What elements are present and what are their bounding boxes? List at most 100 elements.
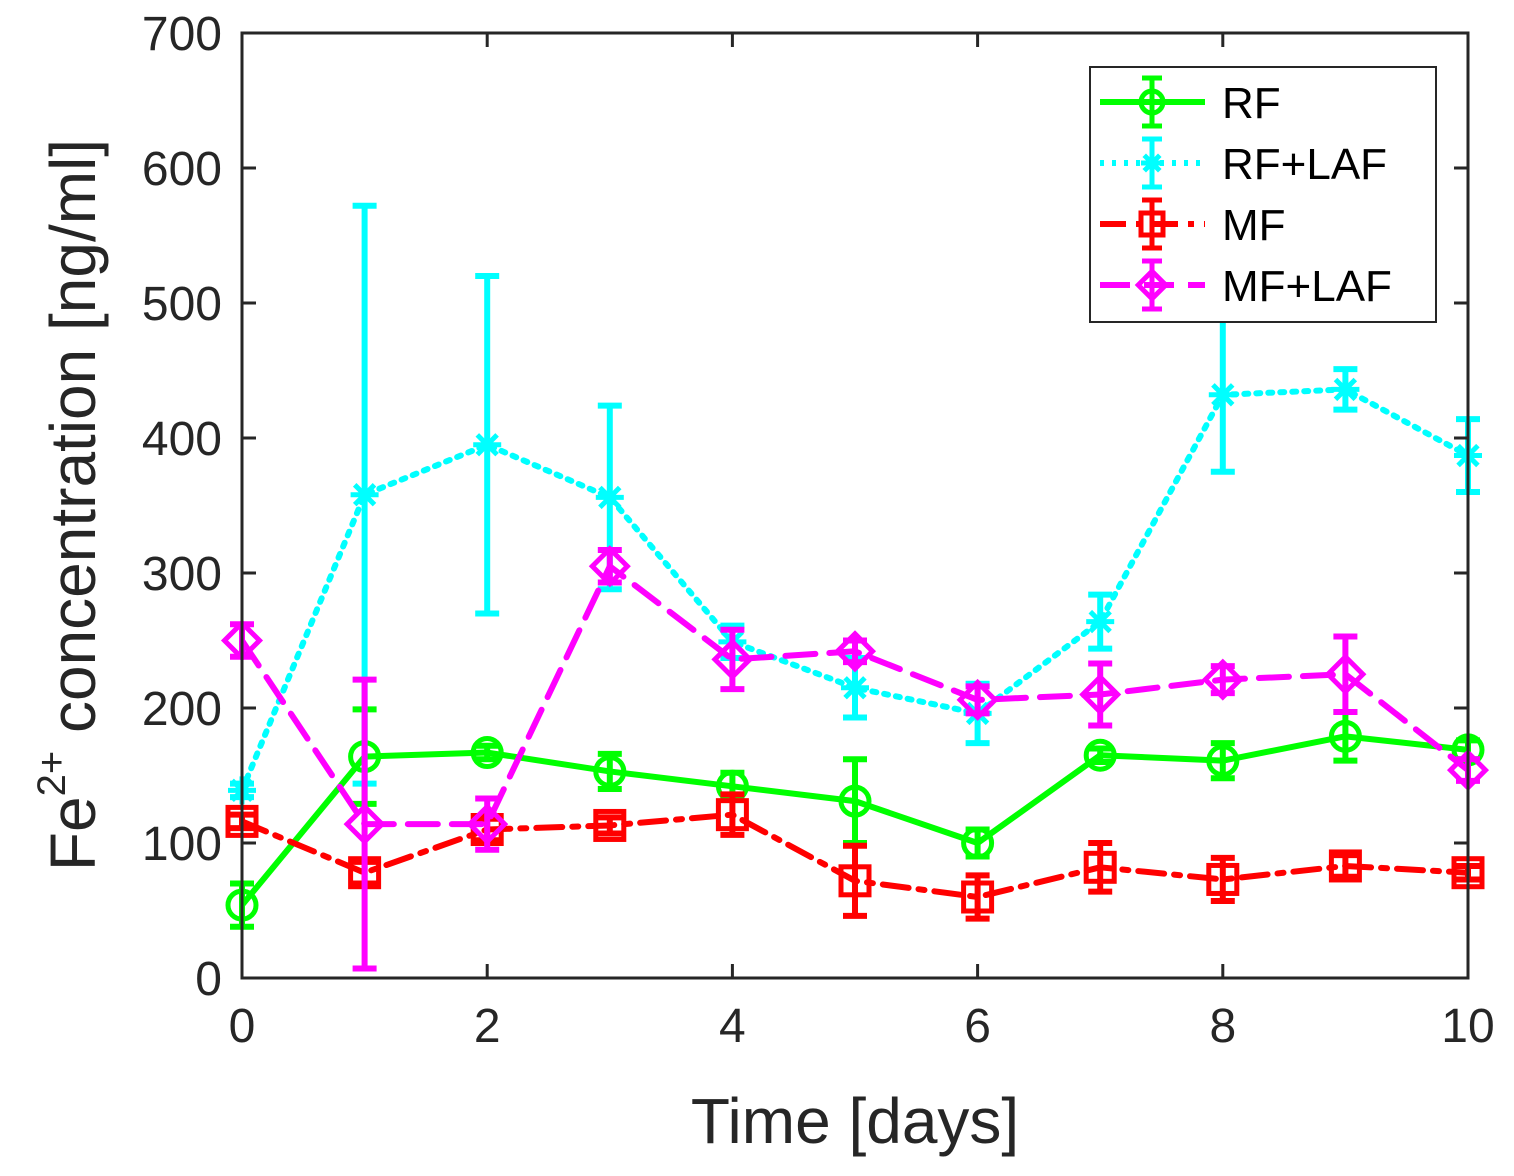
y-tick-label: 500: [142, 278, 222, 331]
y-tick-label: 700: [142, 8, 222, 61]
data-point: [956, 678, 999, 721]
y-tick-label: 600: [142, 143, 222, 196]
y-tick-label: 300: [142, 548, 222, 601]
x-tick-label: 0: [229, 1000, 256, 1053]
x-tick-label: 6: [964, 1000, 991, 1053]
data-point-shape: [838, 864, 872, 898]
data-point: [1324, 653, 1367, 696]
data-point: [1086, 607, 1115, 636]
data-point: [1206, 862, 1240, 896]
legend-label: RF+LAF: [1222, 140, 1387, 189]
data-point: [961, 826, 995, 860]
data-point-shape: [1206, 744, 1240, 778]
data-point: [588, 545, 631, 588]
y-axis-label-superscript: 2+: [30, 751, 74, 797]
y-tick-label: 200: [142, 683, 222, 736]
data-point: [1079, 673, 1122, 716]
data-point-shape: [593, 808, 627, 842]
data-point-shape: [961, 880, 995, 914]
data-point: [1328, 719, 1362, 753]
legend-label: MF: [1222, 201, 1286, 250]
data-point: [838, 864, 872, 898]
data-point: [1083, 850, 1117, 884]
data-point-shape: [593, 754, 627, 788]
data-point: [833, 630, 877, 673]
data-point-shape: [588, 545, 631, 588]
data-point-shape: [1083, 738, 1117, 772]
data-point: [593, 754, 627, 788]
data-point-shape: [841, 673, 869, 702]
data-point: [1206, 744, 1240, 778]
legend-label: RF: [1222, 79, 1281, 128]
x-axis-label: Time [days]: [691, 1085, 1019, 1157]
legend-items: RF RF+LAF MF MF+LAF: [1100, 75, 1392, 312]
y-tick-label: 0: [195, 953, 222, 1006]
y-axis-label-suffix: concentration [ng/ml]: [37, 139, 109, 751]
data-point-shape: [1086, 607, 1115, 636]
x-tick-label: 4: [719, 1000, 746, 1053]
data-point-shape: [1208, 380, 1237, 409]
series-rf-line: [239, 733, 1471, 909]
data-point: [961, 880, 995, 914]
legend-label: MF+LAF: [1222, 262, 1392, 311]
data-point-shape: [1328, 719, 1362, 753]
data-point: [466, 803, 509, 846]
data-point-shape: [595, 483, 624, 512]
legend-item-mf: MF: [1100, 197, 1286, 251]
data-point: [841, 673, 869, 702]
data-point: [595, 483, 624, 512]
legend-marker-shape: [1138, 88, 1166, 116]
data-point: [715, 798, 749, 832]
data-point: [350, 480, 379, 509]
data-point-shape: [350, 480, 379, 509]
y-tick-label: 400: [142, 413, 222, 466]
y-axis-label-prefix: Fe: [37, 796, 109, 871]
data-point-shape: [1079, 673, 1122, 716]
legend-marker: [1134, 267, 1170, 303]
legend-marker: [1138, 210, 1166, 238]
data-point-shape: [711, 638, 754, 681]
data-point: [473, 430, 502, 459]
series-mf-laf: [220, 545, 1490, 972]
data-point-shape: [838, 784, 872, 818]
data-point-shape: [956, 678, 999, 721]
legend-marker: [1138, 88, 1166, 116]
data-point-shape: [470, 736, 504, 770]
data-point-shape: [466, 803, 509, 846]
data-point-shape: [1206, 862, 1240, 896]
legend-item-rf-laf: RF+LAF: [1100, 136, 1387, 190]
data-point-shape: [1324, 653, 1367, 696]
series-mf-line: [239, 811, 1471, 900]
data-point: [1328, 849, 1362, 883]
data-point: [1331, 375, 1360, 404]
legend-item-rf: RF: [1100, 75, 1281, 129]
data-point: [1083, 738, 1117, 772]
plot-area-frame: [240, 31, 1470, 980]
data-point: [593, 808, 627, 842]
data-point: [1201, 658, 1244, 701]
data-point-shape: [833, 630, 877, 673]
data-point-shape: [715, 798, 749, 832]
legend-marker-shape: [1134, 267, 1170, 303]
legend-item-mf-laf: MF+LAF: [1100, 258, 1392, 312]
data-point-shape: [1331, 375, 1360, 404]
legend-marker-shape: [1141, 152, 1163, 174]
legend: RF RF+LAF MF MF+LAF: [1089, 66, 1437, 323]
data-point: [343, 803, 386, 846]
x-tick-label: 2: [474, 1000, 501, 1053]
y-tick-label: 100: [142, 818, 222, 871]
data-point: [1208, 380, 1237, 409]
series-mf-laf-line: [239, 563, 1471, 828]
data-point-shape: [1083, 850, 1117, 884]
data-point-shape: [473, 430, 502, 459]
x-tick-label: 8: [1209, 1000, 1236, 1053]
legend-marker-shape: [1138, 210, 1166, 238]
data-point: [711, 638, 754, 681]
legend-marker: [1141, 152, 1163, 174]
data-point-shape: [1328, 849, 1362, 883]
data-point-shape: [961, 826, 995, 860]
x-tick-label: 10: [1441, 1000, 1494, 1053]
data-point-shape: [343, 803, 386, 846]
